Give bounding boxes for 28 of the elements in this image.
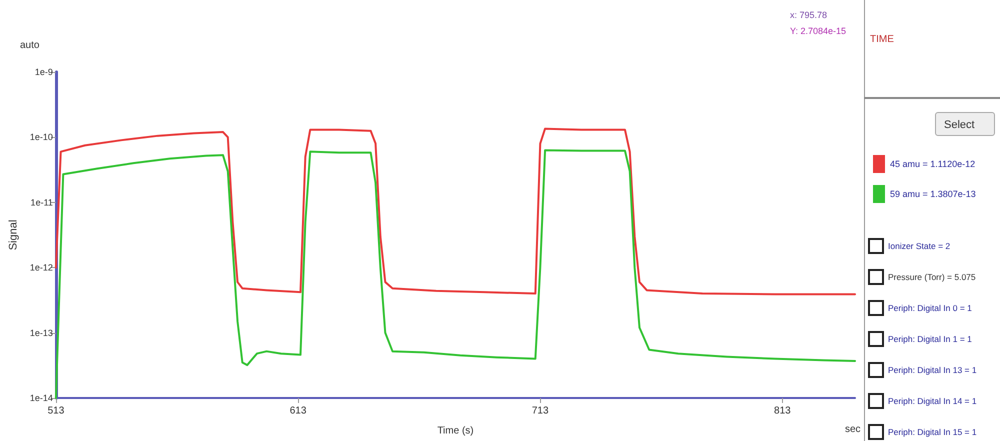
x-tick-label: 813 [774, 406, 792, 416]
legend-label: 45 amu = 1.1120e-12 [890, 159, 976, 169]
text: TIME [870, 34, 894, 45]
text: x: 795.78 [790, 10, 828, 20]
y-tick-label: 1e-14 [30, 393, 53, 403]
text: Periph: Digital In 13 = 1 [888, 365, 977, 375]
text: Periph: Digital In 0 = 1 [888, 303, 972, 313]
legend-label: 59 amu = 1.3807e-13 [890, 189, 976, 199]
x-tick-label: 713 [532, 406, 549, 416]
y-axis-title: Signal [8, 220, 20, 250]
y-tick-label: 1e-12 [30, 262, 53, 273]
text: auto [20, 40, 40, 51]
x-axis-title: Time (s) [437, 426, 474, 436]
text: Select [935, 112, 995, 136]
y-tick-label: 1e-11 [30, 197, 53, 208]
y-tick-label: 1e-13 [30, 328, 53, 338]
x-tick-label: 613 [290, 406, 307, 416]
line-series [54, 128, 856, 296]
x-tick-label: 513 [48, 406, 65, 416]
text: sec [845, 424, 861, 435]
text: Periph: Digital In 14 = 1 [888, 396, 977, 406]
text: Ionizer State = 2 [888, 241, 950, 251]
y-tick-label: 1e-9 [34, 67, 53, 77]
text: Y: 2.7084e-15 [790, 26, 846, 36]
text: Periph: Digital In 15 = 1 [888, 427, 977, 437]
text: Periph: Digital In 1 = 1 [888, 334, 972, 344]
y-tick-label: 1e-10 [30, 132, 53, 142]
text: Pressure (Torr) = 5.075 [888, 272, 976, 282]
